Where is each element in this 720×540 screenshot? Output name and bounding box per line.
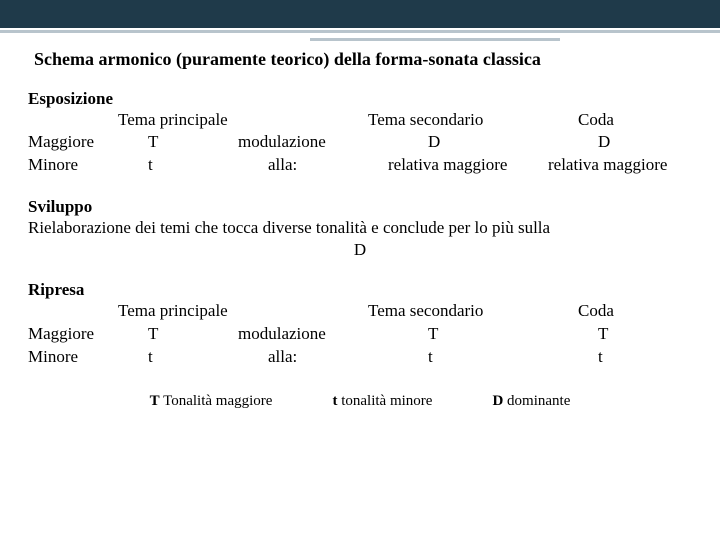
sviluppo-heading: Sviluppo [28, 197, 692, 217]
legend-item: D dominante [492, 393, 570, 410]
cell: D [548, 131, 698, 154]
cell: T [118, 131, 238, 154]
legend-label: tonalità minore [337, 393, 432, 409]
cell [238, 109, 368, 132]
cell [238, 300, 368, 323]
cell: Tema secondario [368, 109, 548, 132]
esposizione-heading: Esposizione [28, 89, 692, 109]
cell: modulazione [238, 323, 368, 346]
cell: T [368, 323, 548, 346]
cell: t [118, 154, 238, 177]
cell: t [548, 346, 698, 369]
header-accent [0, 28, 720, 46]
slide-title: Schema armonico (puramente teorico) dell… [28, 48, 692, 71]
cell: Tema secondario [368, 300, 548, 323]
cell: Minore [28, 154, 118, 177]
sviluppo-text: Rielaborazione dei temi che tocca divers… [28, 217, 692, 240]
esposizione-grid: Tema principale Tema secondario Coda Mag… [28, 109, 692, 178]
header-bar [0, 0, 720, 28]
legend: T Tonalità maggiore t tonalità minore D … [28, 393, 692, 410]
cell: t [118, 346, 238, 369]
cell: t [368, 346, 548, 369]
cell: relativa maggiore [548, 154, 698, 177]
ripresa-heading: Ripresa [28, 280, 692, 300]
legend-item: t tonalità minore [332, 393, 432, 410]
cell: alla: [238, 154, 368, 177]
cell: T [118, 323, 238, 346]
cell [28, 300, 118, 323]
cell: Maggiore [28, 131, 118, 154]
cell [28, 109, 118, 132]
cell: Maggiore [28, 323, 118, 346]
cell: D [368, 131, 548, 154]
cell: T [548, 323, 698, 346]
cell: Coda [548, 109, 698, 132]
legend-key: D [492, 393, 503, 409]
slide-content: Schema armonico (puramente teorico) dell… [0, 28, 720, 420]
cell: modulazione [238, 131, 368, 154]
legend-label: Tonalità maggiore [160, 393, 273, 409]
legend-label: dominante [503, 393, 570, 409]
cell: Tema principale [118, 300, 238, 323]
cell: Minore [28, 346, 118, 369]
legend-item: T Tonalità maggiore [150, 393, 273, 410]
cell: Tema principale [118, 109, 238, 132]
cell: relativa maggiore [368, 154, 548, 177]
ripresa-grid: Tema principale Tema secondario Coda Mag… [28, 300, 692, 369]
sviluppo-final: D [28, 240, 692, 260]
cell: alla: [238, 346, 368, 369]
cell: Coda [548, 300, 698, 323]
legend-key: T [150, 393, 160, 409]
